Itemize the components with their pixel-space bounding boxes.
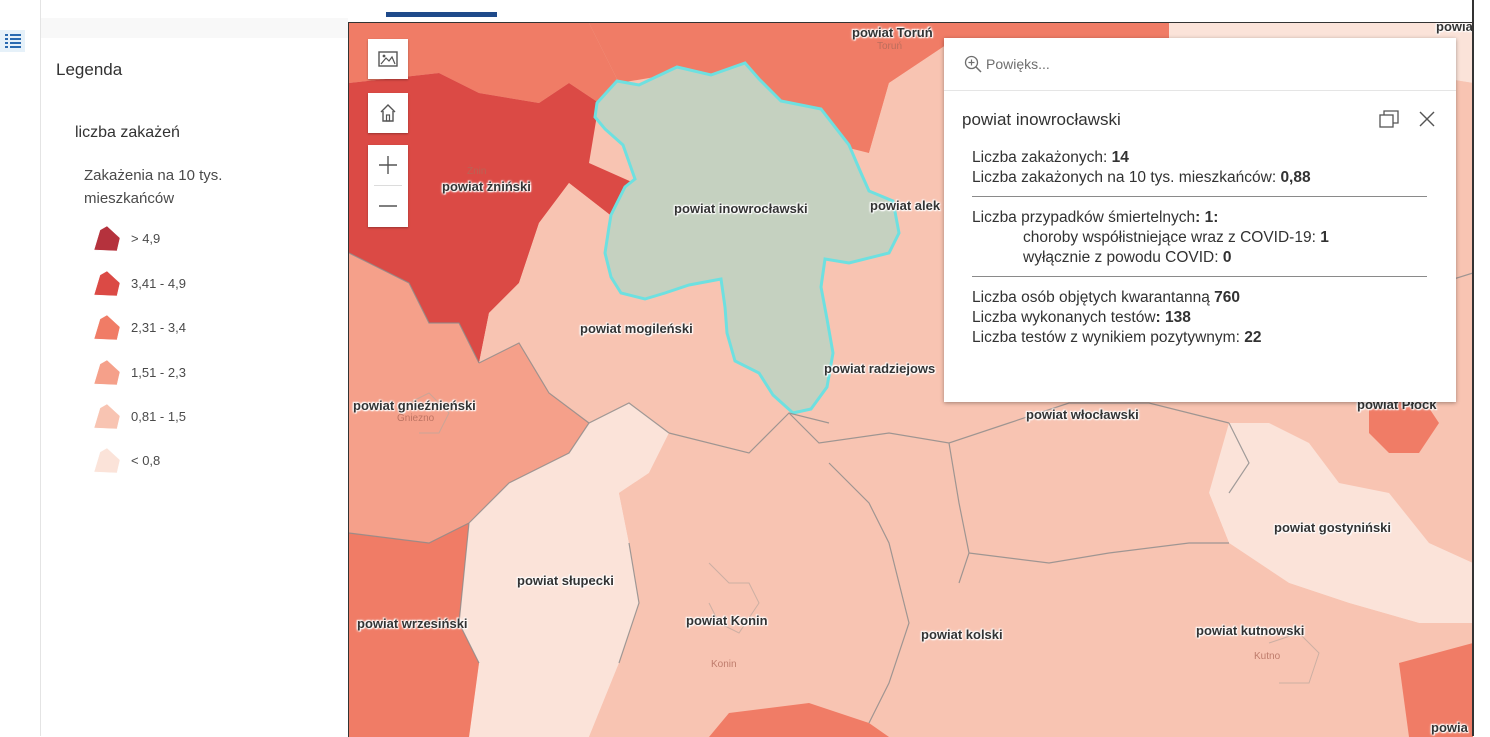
deaths-row: Liczba przypadków śmiertelnych: 1: — [972, 208, 1432, 228]
legend-class: > 4,9 — [93, 224, 160, 252]
home-icon — [380, 104, 396, 122]
legend-class: 2,31 - 3,4 — [93, 313, 186, 341]
choropleth-map[interactable] — [349, 23, 1473, 737]
map-label-znin-city: Żnin — [467, 166, 487, 177]
infected-row: Liczba zakażonych: 14 — [972, 148, 1432, 168]
tests-row: Liczba wykonanych testów: 138 — [972, 308, 1432, 328]
deaths-value: : 1: — [1195, 209, 1219, 226]
legend-class-label: > 4,9 — [131, 230, 161, 246]
legend-class-label: 2,31 - 3,4 — [131, 319, 186, 335]
map-label-kutnowski: powiat kutnowski — [1196, 623, 1305, 638]
legend-class-label: < 0,8 — [131, 452, 161, 468]
zoom-in-button[interactable] — [368, 145, 408, 185]
popup-content: Liczba zakażonych: 14 Liczba zakażonych … — [972, 148, 1432, 348]
map-label-konin: powiat Konin — [686, 613, 768, 628]
legend-class: < 0,8 — [93, 446, 160, 474]
dock-icon — [1379, 110, 1399, 128]
positive-tests-label: Liczba testów z wynikiem pozytywnym: — [972, 329, 1245, 346]
zoom-out-button[interactable] — [368, 186, 408, 226]
comorbidity-label: choroby współistniejące wraz z COVID-19: — [1023, 229, 1321, 246]
minus-icon — [379, 205, 397, 207]
side-toolbar — [0, 0, 41, 736]
content-divider — [972, 276, 1427, 277]
popup-divider — [944, 90, 1456, 91]
quarantine-value: 760 — [1214, 289, 1241, 306]
zoom-to-action[interactable]: Powięks... — [964, 52, 1050, 76]
map-label-torun: powiat Toruń — [852, 25, 933, 40]
legend-class-label: 3,41 - 4,9 — [131, 275, 186, 291]
quarantine-row: Liczba osób objętych kwarantanną 760 — [972, 288, 1432, 308]
map-label-mogilenski: powiat mogileński — [580, 321, 693, 336]
infected-value: 14 — [1111, 149, 1129, 166]
map-label-wrzesinski: powiat wrzesiński — [357, 616, 468, 631]
zoom-controls — [368, 145, 408, 227]
zoom-to-label: Powięks... — [986, 56, 1050, 72]
positive-tests-row: Liczba testów z wynikiem pozytywnym: 22 — [972, 328, 1432, 348]
map-label-aleksandrowski: powiat alek — [870, 198, 941, 213]
positive-tests-value: 22 — [1244, 329, 1262, 346]
legend-list-icon[interactable] — [0, 30, 25, 52]
legend-swatch — [93, 225, 121, 252]
field-title: Zakażenia na 10 tys. mieszkańców — [84, 167, 223, 207]
tests-label: Liczba wykonanych testów — [972, 309, 1156, 326]
covid-only-row: wyłącznie z powodu COVID: 0 — [972, 248, 1432, 268]
legend-panel: Legenda liczba zakażeń Zakażenia na 10 t… — [41, 38, 348, 736]
dock-button[interactable] — [1378, 108, 1400, 130]
per10k-value: 0,88 — [1280, 169, 1311, 186]
covid-only-label: wyłącznie z powodu COVID: — [1023, 249, 1223, 266]
map-label-zninski: powiat żniński — [442, 179, 531, 194]
map-label-gostyninski: powiat gostyniński — [1274, 520, 1392, 535]
layer-title: liczba zakażeń — [75, 124, 180, 141]
quarantine-label: Liczba osób objętych kwarantanną — [972, 289, 1215, 306]
basemap-gallery-button[interactable] — [368, 39, 408, 79]
zoom-separator — [374, 185, 402, 186]
panel-header-strip — [41, 18, 348, 39]
image-icon — [378, 51, 398, 67]
tests-value: : 138 — [1155, 309, 1191, 326]
map-label-radziejowski: powiat radziejows — [824, 361, 936, 376]
map-label-torun-city: Toruń — [877, 41, 903, 52]
content-divider — [972, 196, 1427, 197]
map-label-kutno-city: Kutno — [1254, 651, 1281, 662]
map-label-powi-bottom: powia — [1431, 720, 1468, 735]
map-label-gniezno-city: Gniezno — [397, 413, 435, 424]
comorbidity-row: choroby współistniejące wraz z COVID-19:… — [972, 228, 1432, 248]
selected-county-inowroclawski[interactable] — [593, 61, 901, 415]
legend-swatch — [93, 270, 121, 297]
per10k-label: Liczba zakażonych na 10 tys. mieszkańców… — [972, 169, 1281, 186]
legend-class: 0,81 - 1,5 — [93, 402, 186, 430]
map-label-kolski: powiat kolski — [921, 627, 1003, 642]
zoom-in-magnifier-icon — [964, 55, 982, 73]
legend-swatch — [93, 403, 121, 430]
map-label-wloclawski: powiat włocławski — [1026, 407, 1139, 422]
legend-swatch — [93, 314, 121, 341]
close-button[interactable] — [1416, 108, 1438, 130]
legend-class-label: 0,81 - 1,5 — [131, 408, 186, 424]
legend-class-label: 1,51 - 2,3 — [131, 364, 186, 380]
legend-class: 3,41 - 4,9 — [93, 269, 186, 297]
deaths-label: Liczba przypadków śmiertelnych — [972, 209, 1196, 226]
legend-class: 1,51 - 2,3 — [93, 358, 186, 386]
legend-swatch — [93, 359, 121, 386]
active-tab-indicator[interactable] — [386, 12, 497, 17]
home-button[interactable] — [368, 93, 408, 133]
legend-swatch — [93, 447, 121, 474]
covid-only-value: 0 — [1222, 249, 1232, 266]
right-frame — [1472, 0, 1490, 736]
map-label-gnieznienski: powiat gnieźnieński — [353, 398, 476, 413]
map-label-powi-top: powia — [1436, 22, 1473, 34]
infected-label: Liczba zakażonych: — [972, 149, 1112, 166]
comorbidity-value: 1 — [1320, 229, 1329, 246]
map-label-slupecki: powiat słupecki — [517, 573, 614, 588]
map-label-konin-city: Konin — [711, 659, 737, 670]
plus-icon — [379, 156, 397, 174]
map-view[interactable]: powiat Toruń Toruń powia powiat żniński … — [348, 22, 1473, 737]
close-icon — [1419, 111, 1435, 127]
popup-title: powiat inowrocławski — [962, 110, 1121, 129]
map-label-inowroclawski: powiat inowrocławski — [674, 201, 808, 216]
feature-popup: Powięks... powiat inowrocławski Liczba z… — [944, 38, 1456, 402]
per10k-row: Liczba zakażonych na 10 tys. mieszkańców… — [972, 168, 1432, 188]
legend-title: Legenda — [56, 60, 123, 79]
